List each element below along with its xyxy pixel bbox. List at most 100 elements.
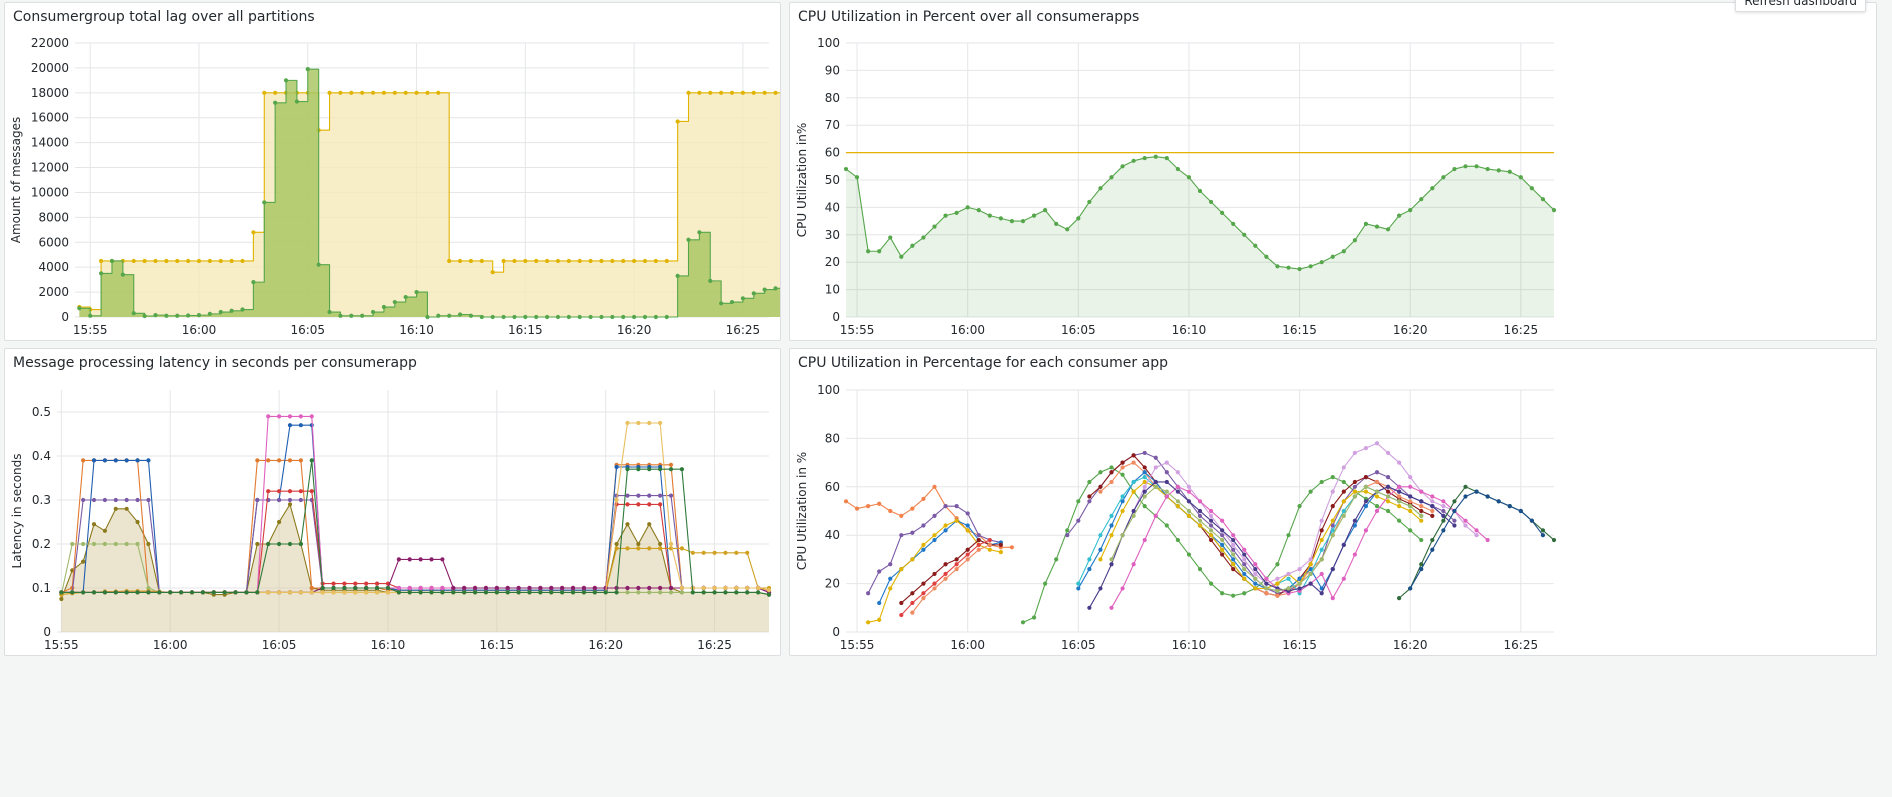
data-point <box>910 243 915 248</box>
data-point <box>976 533 981 538</box>
data-point <box>1374 479 1380 485</box>
data-point <box>1352 450 1357 456</box>
panel-title[interactable]: Message processing latency in seconds pe… <box>13 355 417 371</box>
data-point <box>921 496 926 501</box>
y-tick-label: 18000 <box>31 86 69 100</box>
data-point <box>679 546 685 551</box>
data-point <box>614 590 619 595</box>
y-tick-label: 4000 <box>38 260 69 274</box>
data-point <box>244 590 249 595</box>
data-point <box>418 585 423 591</box>
data-point <box>179 590 184 595</box>
data-point <box>81 559 86 564</box>
data-point <box>1363 475 1369 480</box>
data-point <box>1253 562 1258 567</box>
data-point <box>429 557 434 562</box>
data-point <box>686 237 691 242</box>
data-point <box>1286 586 1291 591</box>
data-point <box>943 576 948 581</box>
series-line <box>867 505 1001 594</box>
data-point <box>965 528 970 533</box>
data-point <box>1474 533 1479 538</box>
x-tick-label: 16:10 <box>1172 638 1207 652</box>
data-point <box>1197 508 1203 514</box>
data-point <box>1098 533 1103 538</box>
data-point <box>965 511 970 516</box>
data-point <box>877 617 882 622</box>
data-point <box>516 590 521 595</box>
data-point <box>658 467 663 472</box>
panel-title[interactable]: CPU Utilization in Percent over all cons… <box>798 9 1140 25</box>
data-point <box>255 497 260 503</box>
series-area <box>79 69 780 317</box>
panel-title[interactable]: Consumergroup total lag over all partiti… <box>13 9 315 25</box>
data-point <box>1120 460 1125 465</box>
data-point <box>1264 586 1269 591</box>
data-point <box>658 420 663 426</box>
data-point <box>653 258 658 264</box>
x-tick-label: 16:15 <box>1282 638 1317 652</box>
data-point <box>1242 571 1247 577</box>
data-point <box>425 90 430 95</box>
series-5 <box>899 537 992 618</box>
data-point <box>544 314 550 320</box>
data-point <box>1397 484 1402 489</box>
data-point <box>1374 489 1380 494</box>
data-point <box>1363 221 1369 226</box>
data-point <box>1397 499 1402 504</box>
data-point <box>1397 213 1402 218</box>
data-point <box>396 590 401 595</box>
data-point <box>146 497 151 503</box>
y-axis-label: CPU Utilization in% <box>795 123 809 238</box>
y-tick-label: 40 <box>825 200 840 214</box>
data-point <box>309 489 314 494</box>
data-point <box>1308 489 1313 494</box>
data-point <box>1231 566 1236 572</box>
data-point <box>877 600 882 606</box>
data-point <box>1385 475 1391 480</box>
data-point <box>632 314 637 320</box>
data-point <box>555 314 561 320</box>
data-point <box>1164 494 1169 499</box>
data-point <box>479 314 484 320</box>
data-point <box>407 585 412 591</box>
data-point <box>1275 576 1280 581</box>
data-point <box>686 90 691 95</box>
data-point <box>888 562 893 567</box>
data-point <box>1385 494 1391 499</box>
x-tick-label: 16:10 <box>1172 323 1207 337</box>
data-point <box>196 258 202 264</box>
data-point <box>1408 504 1413 509</box>
data-point <box>1286 265 1291 270</box>
data-point <box>59 596 64 602</box>
data-point <box>1098 484 1103 489</box>
refresh-dashboard-button[interactable]: Refresh dashboard <box>1735 0 1866 12</box>
data-point <box>555 258 561 264</box>
data-point <box>1297 566 1302 572</box>
data-point <box>81 541 86 547</box>
data-point <box>954 566 959 572</box>
data-point <box>1275 593 1280 598</box>
data-point <box>708 90 713 95</box>
data-point <box>1231 547 1236 552</box>
x-tick-label: 15:55 <box>840 323 875 337</box>
data-point <box>1408 586 1413 591</box>
data-point <box>124 590 129 595</box>
data-point <box>614 464 619 470</box>
data-point <box>1363 489 1369 494</box>
data-point <box>276 458 282 463</box>
data-point <box>1098 489 1103 494</box>
data-point <box>266 541 271 547</box>
data-point <box>276 497 282 503</box>
data-point <box>1109 523 1114 528</box>
data-point <box>932 513 937 518</box>
data-point <box>866 591 871 596</box>
data-point <box>294 99 300 104</box>
data-point <box>1109 513 1114 518</box>
x-tick-label: 16:20 <box>1393 323 1428 337</box>
data-point <box>642 314 648 320</box>
data-point <box>965 552 970 557</box>
data-point <box>135 497 140 503</box>
panel-title[interactable]: CPU Utilization in Percentage for each c… <box>798 355 1168 371</box>
data-point <box>1231 593 1236 598</box>
